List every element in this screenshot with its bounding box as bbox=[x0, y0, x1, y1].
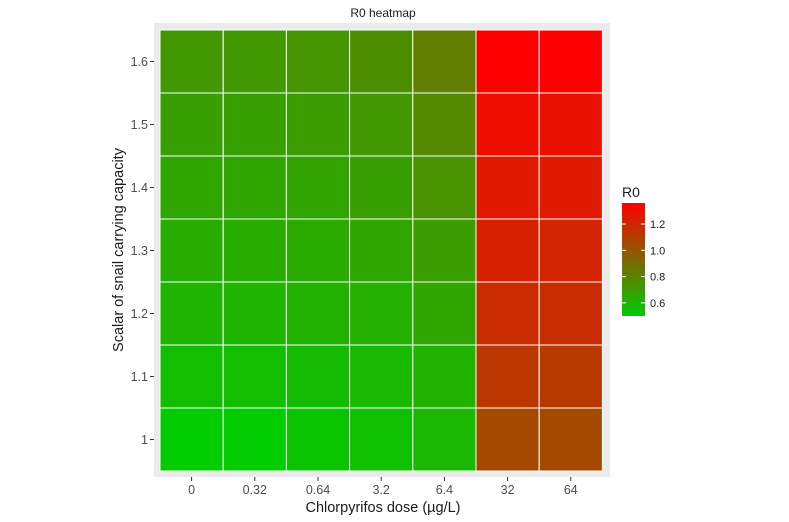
heatmap-cell bbox=[222, 407, 287, 472]
heatmap-cell bbox=[159, 218, 224, 283]
y-tick-label: 1 bbox=[141, 433, 148, 447]
legend-ticks: 0.6 0.8 1.0 1.2 bbox=[622, 219, 665, 310]
heatmap-cell bbox=[285, 29, 351, 94]
x-tick-label: 0.64 bbox=[306, 483, 330, 497]
heatmap-cell bbox=[349, 281, 414, 346]
x-tick-label: 0 bbox=[188, 483, 195, 497]
y-tick-label: 1.3 bbox=[131, 244, 148, 258]
y-axis-ticks: 1 1.1 1.2 1.3 1.4 1.5 1.6 bbox=[131, 55, 154, 447]
heatmap-cell bbox=[349, 407, 414, 472]
heatmap-cell bbox=[349, 92, 414, 157]
heatmap-cell bbox=[538, 281, 603, 346]
heatmap-cell bbox=[538, 155, 603, 220]
heatmap-cell bbox=[349, 218, 414, 283]
y-tick-label: 1.6 bbox=[131, 55, 148, 69]
y-axis-title: Scalar of snail carrying capacity bbox=[111, 147, 127, 352]
heatmap-cell bbox=[412, 344, 477, 409]
heatmap-cell bbox=[475, 344, 540, 409]
x-tick-label: 32 bbox=[501, 483, 515, 497]
heatmap-cell bbox=[285, 281, 351, 346]
heatmap-cell bbox=[222, 218, 287, 283]
heatmap-cell bbox=[412, 218, 477, 283]
legend: R0 0.6 0.8 1.0 1.2 bbox=[622, 184, 665, 316]
heatmap-cell bbox=[159, 344, 224, 409]
x-tick-label: 6.4 bbox=[436, 483, 453, 497]
heatmap-cell bbox=[475, 29, 540, 94]
legend-color-bar bbox=[622, 203, 645, 316]
heatmap-cell bbox=[412, 92, 477, 157]
heatmap-cell bbox=[159, 155, 224, 220]
heatmap-cell bbox=[285, 407, 351, 472]
heatmap-cell bbox=[349, 344, 414, 409]
heatmap-cell bbox=[349, 155, 414, 220]
heatmap-cell bbox=[475, 218, 540, 283]
legend-tick-label: 0.8 bbox=[650, 272, 665, 284]
heatmap-cell bbox=[538, 407, 603, 472]
x-tick-label: 0.32 bbox=[243, 483, 267, 497]
y-tick-label: 1.2 bbox=[131, 307, 148, 321]
heatmap-cell bbox=[222, 29, 287, 94]
heatmap-cell bbox=[475, 281, 540, 346]
heatmap-cell bbox=[538, 344, 603, 409]
legend-tick-label: 1.0 bbox=[650, 245, 665, 257]
heatmap-cell bbox=[285, 218, 351, 283]
x-tick-label: 64 bbox=[564, 483, 578, 497]
y-tick-label: 1.4 bbox=[131, 181, 148, 195]
heatmap-cell bbox=[475, 155, 540, 220]
heatmap-cell bbox=[538, 92, 603, 157]
heatmap-cell bbox=[159, 29, 224, 94]
heatmap-cell bbox=[222, 92, 287, 157]
heatmap-cell bbox=[159, 92, 224, 157]
heatmap-cell bbox=[285, 92, 351, 157]
legend-title: R0 bbox=[622, 184, 640, 200]
heatmap-cell bbox=[285, 344, 351, 409]
heatmap-cell bbox=[412, 407, 477, 472]
heatmap-cells bbox=[159, 29, 603, 472]
heatmap-cell bbox=[412, 29, 477, 94]
chart-title: R0 heatmap bbox=[350, 6, 416, 20]
y-tick-label: 1.5 bbox=[131, 118, 148, 132]
heatmap-cell bbox=[285, 155, 351, 220]
x-tick-label: 3.2 bbox=[373, 483, 390, 497]
heatmap-cell bbox=[538, 29, 603, 94]
heatmap-cell bbox=[159, 281, 224, 346]
legend-tick-label: 0.6 bbox=[650, 298, 665, 310]
heatmap-cell bbox=[349, 29, 414, 94]
heatmap-cell bbox=[412, 281, 477, 346]
x-axis-ticks: 0 0.32 0.64 3.2 6.4 32 64 bbox=[188, 477, 578, 497]
heatmap-cell bbox=[412, 155, 477, 220]
heatmap-cell bbox=[222, 344, 287, 409]
legend-tick-label: 1.2 bbox=[650, 219, 665, 231]
heatmap-cell bbox=[475, 92, 540, 157]
heatmap-cell bbox=[159, 407, 224, 472]
heatmap-cell bbox=[222, 155, 287, 220]
y-tick-label: 1.1 bbox=[131, 370, 148, 384]
heatmap-cell bbox=[475, 407, 540, 472]
x-axis-title: Chlorpyrifos dose (µg/L) bbox=[305, 500, 460, 516]
heatmap-cell bbox=[222, 281, 287, 346]
heatmap-cell bbox=[538, 218, 603, 283]
